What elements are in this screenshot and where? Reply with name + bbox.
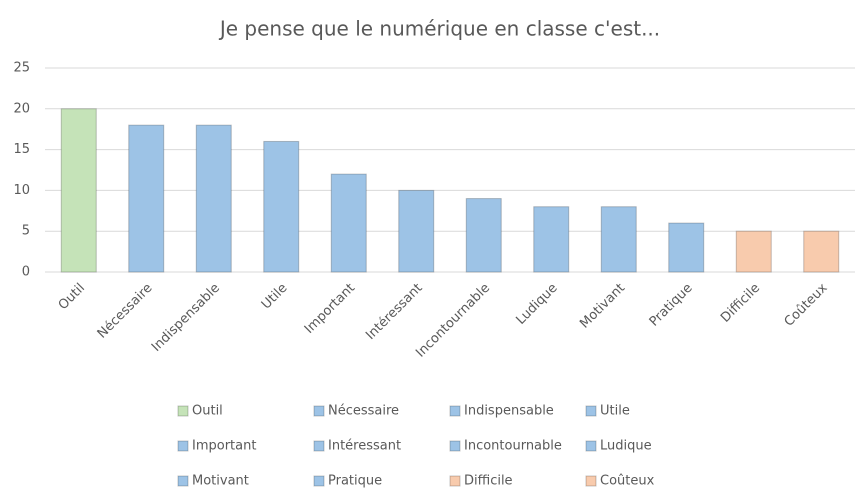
x-tick-label: Ludique <box>513 281 560 328</box>
x-tick-label: Difficile <box>718 281 763 326</box>
bar <box>668 222 705 273</box>
legend-label: Ludique <box>600 439 652 454</box>
chart-title: Je pense que le numérique en classe c'es… <box>218 17 660 41</box>
legend-swatch <box>313 405 325 417</box>
legend-label: Pratique <box>328 474 382 489</box>
bar <box>398 189 435 273</box>
x-tick-label: Motivant <box>577 281 628 332</box>
bar <box>128 124 165 273</box>
legend-swatch <box>449 440 461 452</box>
x-tick-label: Incontournable <box>413 281 493 361</box>
legend-swatch <box>177 440 189 452</box>
legend-label: Difficile <box>464 474 513 489</box>
legend-label: Intéressant <box>328 439 401 454</box>
x-tick-label: Utile <box>259 281 291 313</box>
legend-label: Coûteux <box>600 474 655 489</box>
y-tick-label: 0 <box>22 265 30 280</box>
legend-label: Incontournable <box>464 439 562 454</box>
bar <box>263 140 300 273</box>
y-tick-label: 15 <box>13 142 30 157</box>
y-tick-label: 25 <box>13 61 30 76</box>
y-tick-label: 10 <box>13 183 30 198</box>
legend-label: Motivant <box>192 474 249 489</box>
bar <box>735 230 772 273</box>
y-tick-label: 5 <box>22 224 30 239</box>
x-tick-label: Outil <box>56 281 88 313</box>
x-tick-label: Pratique <box>647 281 696 330</box>
legend-swatch <box>313 440 325 452</box>
legend-label: Utile <box>600 404 630 419</box>
bar <box>465 198 502 273</box>
bar <box>60 108 97 273</box>
bar <box>600 206 637 273</box>
legend-swatch <box>177 405 189 417</box>
legend-swatch <box>585 440 597 452</box>
x-tick-label: Intéressant <box>363 281 425 343</box>
x-tick-label: Important <box>302 281 358 337</box>
bar <box>533 206 570 273</box>
legend-swatch <box>177 475 189 487</box>
legend-swatch <box>585 475 597 487</box>
bar <box>330 173 367 273</box>
x-tick-label: Indispensable <box>149 281 223 355</box>
legend-label: Important <box>192 439 256 454</box>
bar <box>195 124 232 273</box>
legend-label: Outil <box>192 404 223 419</box>
bar <box>803 230 840 273</box>
legend-swatch <box>449 475 461 487</box>
legend-swatch <box>585 405 597 417</box>
legend-label: Indispensable <box>464 404 554 419</box>
legend-swatch <box>313 475 325 487</box>
x-tick-label: Coûteux <box>782 280 831 329</box>
legend-swatch <box>449 405 461 417</box>
y-tick-label: 20 <box>13 101 30 116</box>
legend-label: Nécessaire <box>328 404 399 419</box>
x-tick-label: Nécessaire <box>95 281 156 342</box>
